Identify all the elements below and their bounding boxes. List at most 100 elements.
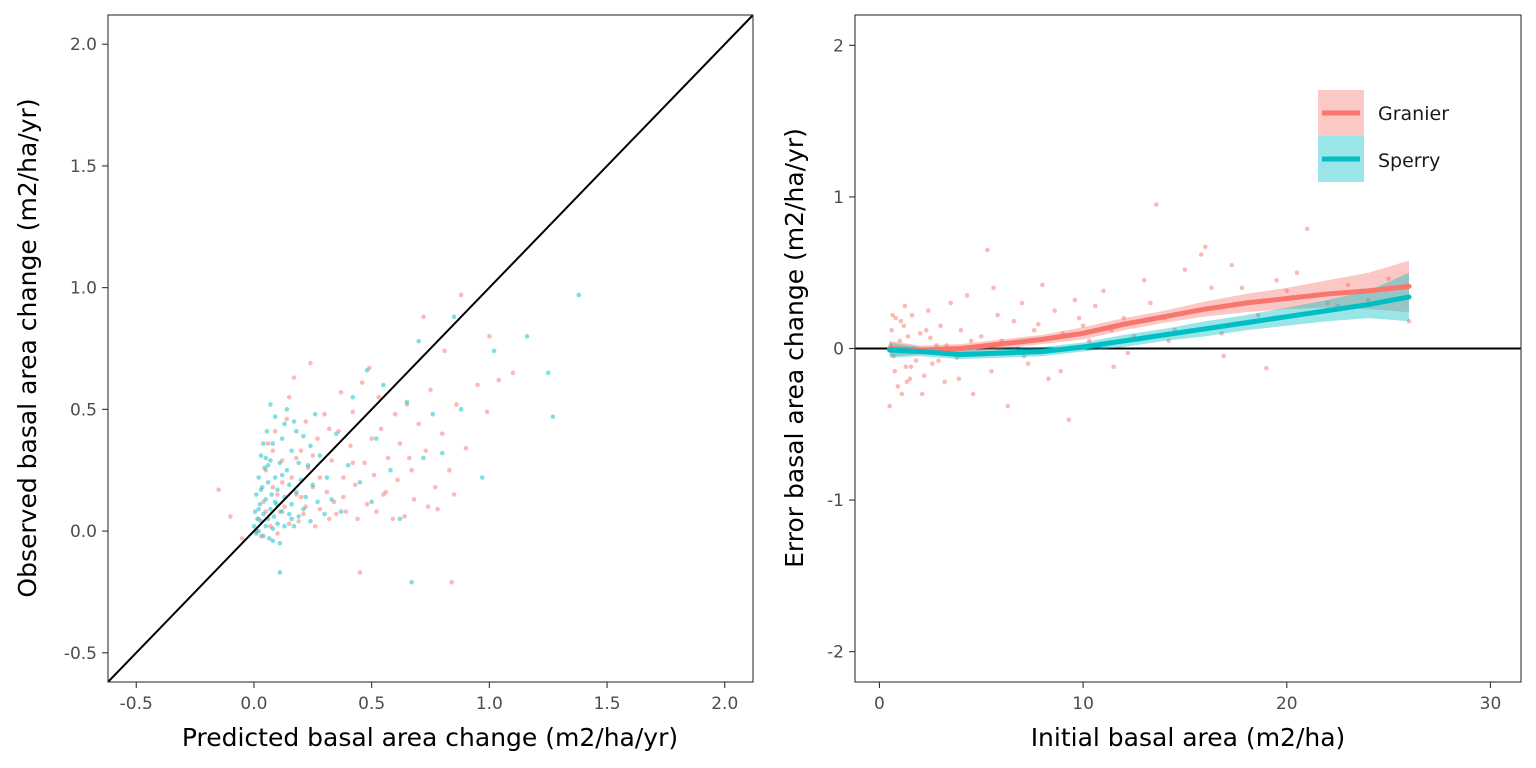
granier-point	[913, 358, 919, 363]
granier-point	[343, 509, 349, 514]
sperry-point	[270, 538, 276, 544]
granier-point	[889, 328, 894, 333]
granier-point	[338, 390, 344, 395]
granier-point	[291, 375, 297, 381]
granier-point	[1005, 403, 1011, 409]
sperry-point	[576, 292, 582, 298]
granier-point	[284, 416, 290, 422]
granier-point	[355, 516, 360, 522]
y-axis-title: Observed basal area change (m2/ha/yr)	[13, 98, 42, 597]
granier-point	[1239, 285, 1245, 291]
sperry-point	[277, 540, 283, 546]
legend-label-sperry: Sperry	[1378, 150, 1440, 172]
granier-point	[317, 506, 323, 512]
granier-point	[435, 506, 440, 512]
granier-point	[279, 480, 285, 485]
granier-point	[1221, 353, 1226, 359]
granier-point	[1058, 368, 1064, 374]
granier-point	[942, 379, 947, 385]
granier-point	[451, 492, 457, 497]
granier-point	[1255, 312, 1261, 318]
x-tick-label: 10	[1072, 694, 1094, 714]
sperry-point	[269, 492, 274, 497]
granier-point	[1101, 288, 1106, 294]
granier-points	[887, 202, 1412, 423]
granier-point	[326, 426, 332, 432]
x-tick-label: 20	[1276, 694, 1298, 714]
granier-point	[928, 335, 933, 341]
sperry-point	[279, 472, 285, 478]
granier-point	[917, 331, 923, 336]
granier-point	[1121, 315, 1127, 321]
y-axis-ticks: -0.5 0.0 0.5 1.0 1.5 2.0	[64, 35, 108, 664]
x-tick-label: 1.5	[594, 694, 621, 714]
granier-point	[272, 428, 278, 434]
y-tick-label: 0	[833, 340, 844, 360]
granier-point	[1025, 361, 1031, 366]
sperry-point	[263, 455, 269, 461]
granier-point	[1031, 328, 1037, 333]
sperry-smooth-line	[887, 294, 1412, 358]
sperry-point	[263, 523, 269, 529]
granier-point	[1209, 285, 1214, 291]
granier-point	[421, 314, 426, 320]
granier-point	[416, 421, 422, 427]
granier-point	[964, 293, 970, 298]
x-tick-label: 0.5	[358, 694, 385, 714]
sperry-point	[310, 482, 316, 488]
granier-point	[1072, 297, 1078, 303]
sperry-point	[261, 441, 266, 446]
sperry-point	[252, 509, 258, 514]
sperry-point	[294, 489, 299, 495]
y-axis-ticks: -2 -1 0 1 2	[827, 36, 855, 663]
sperry-point	[255, 516, 260, 522]
granier-point	[989, 368, 994, 374]
granier-point	[1141, 277, 1147, 283]
x-tick-label: 1.0	[476, 694, 503, 714]
granier-point	[369, 436, 374, 441]
granier-point	[228, 514, 233, 519]
x-axis-ticks: -0.5 0.0 0.5 1.0 1.5 2.0	[120, 682, 738, 714]
granier-point	[923, 328, 929, 333]
granier-point	[1386, 276, 1391, 282]
granier-point	[901, 323, 907, 329]
granier-point	[409, 467, 414, 473]
granier-point	[341, 494, 346, 500]
granier-point	[1365, 297, 1371, 303]
sperry-point	[284, 467, 290, 473]
y-tick-label: 1.0	[70, 279, 97, 299]
granier-point	[1080, 323, 1086, 329]
sperry-point	[256, 475, 261, 480]
panel-error-vs-initial: 0 10 20 30 -2 -1 0 1 2 Initial basal area (m2/h…	[780, 14, 1522, 752]
sperry-point	[322, 511, 327, 517]
granier-point	[985, 247, 990, 253]
granier-point	[978, 334, 984, 339]
sperry-point	[268, 402, 273, 407]
granier-point	[1203, 244, 1208, 250]
granier-point	[496, 377, 502, 383]
sperry-point	[301, 506, 306, 512]
granier-point	[921, 373, 927, 379]
x-tick-label: -0.5	[120, 694, 153, 714]
granier-point	[1086, 338, 1092, 344]
granier-point	[216, 487, 221, 492]
sperry-point	[266, 536, 272, 541]
granier-confidence-band	[889, 260, 1409, 357]
sperry-point	[251, 523, 257, 529]
granier-point	[359, 380, 365, 385]
sperry-point	[262, 465, 267, 471]
sperry-point	[261, 511, 266, 517]
granier-point	[310, 453, 316, 458]
granier-point	[357, 570, 363, 575]
granier-point	[475, 382, 480, 388]
granier-point	[968, 338, 974, 344]
granier-point	[908, 364, 914, 369]
granier-point	[329, 458, 334, 463]
granier-point	[374, 509, 379, 514]
sperry-point	[421, 455, 426, 461]
granier-point	[1274, 277, 1279, 283]
plot-border	[107, 14, 754, 683]
granier-point	[270, 448, 276, 454]
sperry-point	[282, 421, 287, 427]
